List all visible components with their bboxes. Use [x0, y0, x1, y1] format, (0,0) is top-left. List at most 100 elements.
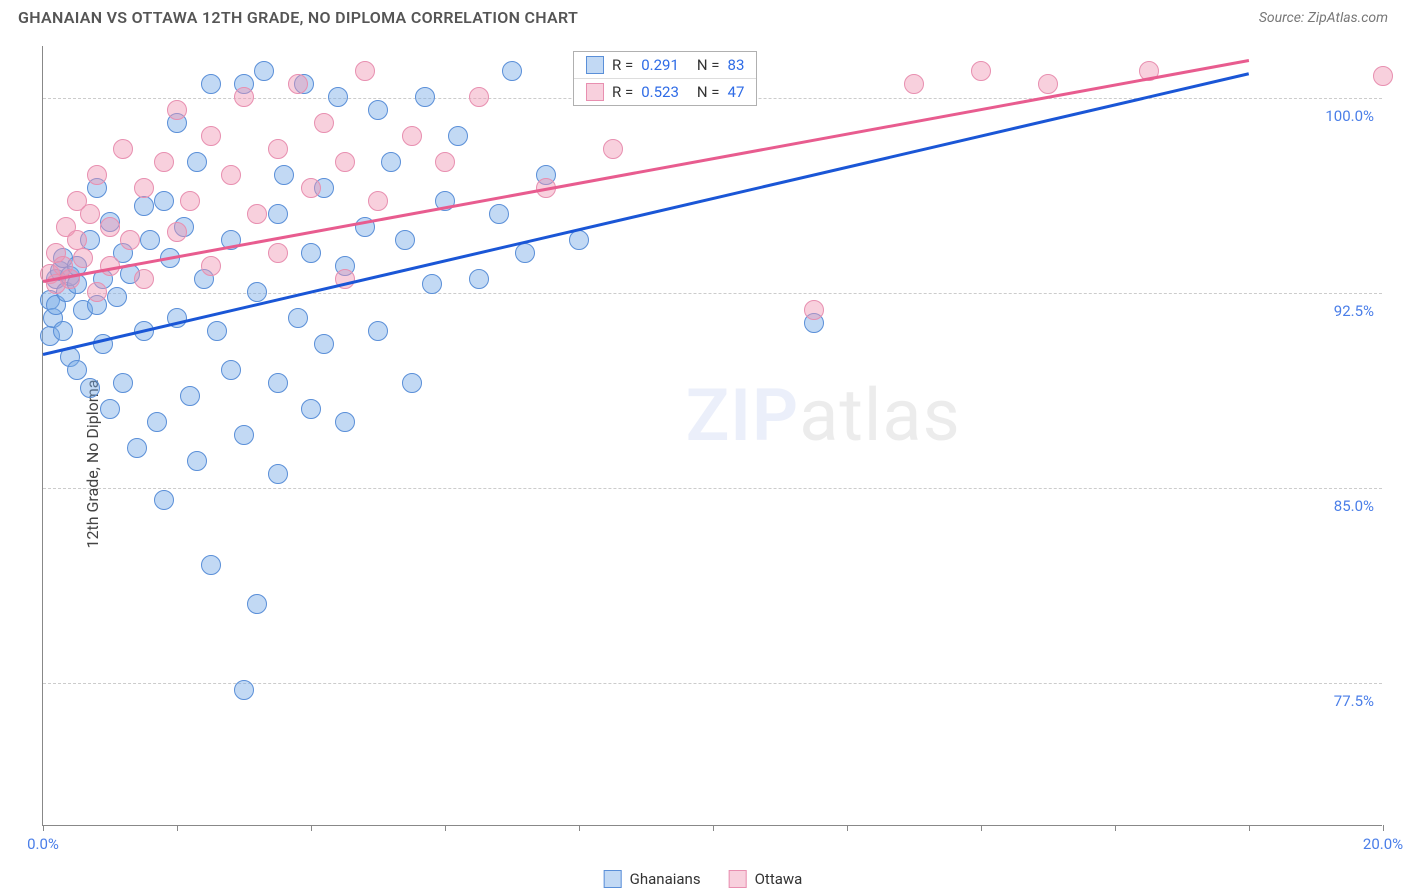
- scatter-point: [268, 243, 288, 263]
- scatter-point: [147, 412, 167, 432]
- x-tick: [981, 825, 982, 831]
- legend-bottom: Ghanaians Ottawa: [604, 870, 803, 888]
- scatter-point: [268, 204, 288, 224]
- scatter-point: [154, 191, 174, 211]
- scatter-point: [100, 399, 120, 419]
- legend-label: Ghanaians: [630, 870, 701, 888]
- scatter-point: [154, 152, 174, 172]
- legend-r-value: 0.291: [641, 56, 679, 74]
- scatter-point: [288, 308, 308, 328]
- gridline-y: [43, 488, 1382, 489]
- y-tick-label: 77.5%: [1332, 692, 1376, 710]
- scatter-point: [201, 256, 221, 276]
- scatter-point: [254, 61, 274, 81]
- scatter-point: [120, 230, 140, 250]
- y-tick-label: 85.0%: [1332, 497, 1376, 515]
- scatter-point: [402, 373, 422, 393]
- scatter-point: [268, 373, 288, 393]
- scatter-point: [53, 321, 73, 341]
- x-tick: [847, 825, 848, 831]
- watermark-atlas: atlas: [799, 373, 961, 458]
- scatter-point: [80, 378, 100, 398]
- scatter-point: [301, 178, 321, 198]
- scatter-point: [221, 165, 241, 185]
- legend-label: Ottawa: [755, 870, 803, 888]
- scatter-point: [489, 204, 509, 224]
- scatter-point: [207, 321, 227, 341]
- scatter-point: [368, 100, 388, 120]
- scatter-point: [234, 425, 254, 445]
- chart-source: Source: ZipAtlas.com: [1259, 10, 1388, 26]
- scatter-point: [107, 287, 127, 307]
- scatter-point: [167, 222, 187, 242]
- scatter-point: [395, 230, 415, 250]
- x-tick: [1249, 825, 1250, 831]
- scatter-point: [355, 61, 375, 81]
- x-tick: [1383, 825, 1384, 831]
- scatter-point: [422, 274, 442, 294]
- legend-swatch: [586, 56, 604, 74]
- chart-header: GHANAIAN VS OTTAWA 12TH GRADE, NO DIPLOM…: [0, 0, 1406, 33]
- legend-r-label: R =: [612, 56, 633, 74]
- scatter-point: [415, 87, 435, 107]
- scatter-point: [368, 191, 388, 211]
- legend-item: Ottawa: [729, 870, 803, 888]
- scatter-point: [154, 490, 174, 510]
- scatter-point: [87, 165, 107, 185]
- scatter-point: [180, 191, 200, 211]
- scatter-point: [73, 248, 93, 268]
- scatter-point: [274, 165, 294, 185]
- scatter-point: [314, 113, 334, 133]
- plot-region: ZIPatlas 77.5%85.0%92.5%100.0%0.0%20.0%R…: [42, 46, 1382, 826]
- x-tick: [713, 825, 714, 831]
- scatter-point: [268, 464, 288, 484]
- legend-r-value: 0.523: [641, 83, 679, 101]
- scatter-point: [1038, 74, 1058, 94]
- scatter-point: [402, 126, 422, 146]
- chart-area: 12th Grade, No Diploma ZIPatlas 77.5%85.…: [0, 36, 1406, 892]
- scatter-point: [134, 269, 154, 289]
- legend-swatch: [586, 83, 604, 101]
- scatter-point: [201, 126, 221, 146]
- legend-item: Ghanaians: [604, 870, 701, 888]
- chart-title: GHANAIAN VS OTTAWA 12TH GRADE, NO DIPLOM…: [18, 8, 578, 27]
- y-tick-label: 100.0%: [1323, 107, 1376, 125]
- correlation-legend: R = 0.291 N = 83R = 0.523 N = 47: [573, 51, 757, 106]
- legend-swatch: [604, 870, 622, 888]
- x-tick: [311, 825, 312, 831]
- scatter-point: [80, 204, 100, 224]
- y-tick-label: 92.5%: [1332, 302, 1376, 320]
- legend-n-value: 83: [728, 56, 745, 74]
- scatter-point: [247, 594, 267, 614]
- scatter-point: [314, 334, 334, 354]
- legend-n-label: N =: [697, 83, 720, 101]
- scatter-point: [234, 87, 254, 107]
- scatter-point: [381, 152, 401, 172]
- scatter-point: [569, 230, 589, 250]
- scatter-point: [301, 399, 321, 419]
- scatter-point: [234, 680, 254, 700]
- scatter-point: [448, 126, 468, 146]
- x-tick: [177, 825, 178, 831]
- scatter-point: [187, 451, 207, 471]
- scatter-point: [435, 152, 455, 172]
- scatter-point: [67, 230, 87, 250]
- scatter-point: [100, 217, 120, 237]
- scatter-point: [515, 243, 535, 263]
- x-tick: [445, 825, 446, 831]
- watermark-zip: ZIP: [686, 373, 799, 458]
- scatter-point: [804, 300, 824, 320]
- scatter-point: [113, 373, 133, 393]
- scatter-point: [221, 360, 241, 380]
- x-tick: [579, 825, 580, 831]
- scatter-point: [335, 152, 355, 172]
- scatter-point: [904, 74, 924, 94]
- scatter-point: [603, 139, 623, 159]
- scatter-point: [971, 61, 991, 81]
- legend-n-label: N =: [697, 56, 720, 74]
- scatter-point: [87, 282, 107, 302]
- scatter-point: [288, 74, 308, 94]
- legend-n-value: 47: [728, 83, 745, 101]
- scatter-point: [502, 61, 522, 81]
- scatter-point: [469, 87, 489, 107]
